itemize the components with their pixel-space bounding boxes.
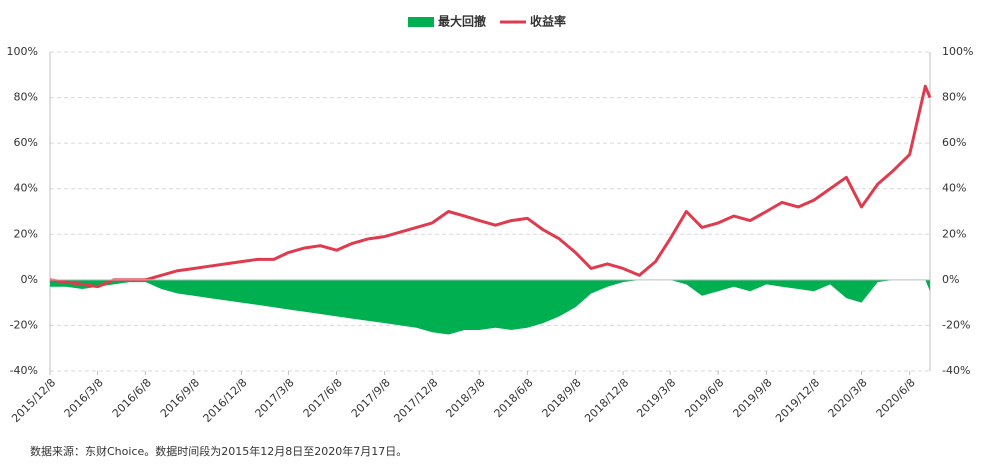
y-tick-label: 0% xyxy=(21,273,38,286)
y-tick-label: 40% xyxy=(14,182,38,195)
legend-label: 收益率 xyxy=(530,14,566,29)
y-tick-label: -20% xyxy=(10,318,38,331)
y2-tick-label: 0% xyxy=(942,273,959,286)
footnote: 数据来源：东财Choice。数据时间段为2015年12月8日至2020年7月17… xyxy=(30,444,407,458)
y-tick-label: 60% xyxy=(14,136,38,149)
x-tick-label: 2015/12/8 xyxy=(9,376,58,425)
x-tick-label: 2018/9/8 xyxy=(540,376,584,420)
x-tick-label: 2020/3/8 xyxy=(826,376,870,420)
y-tick-label: 20% xyxy=(14,227,38,240)
legend-swatch xyxy=(408,17,434,27)
x-tick-label: 2016/6/8 xyxy=(110,376,154,420)
x-tick-label: 2019/9/8 xyxy=(730,376,774,420)
x-tick-label: 2019/3/8 xyxy=(634,376,678,420)
return-line xyxy=(49,84,932,289)
x-tick-label: 2018/3/8 xyxy=(443,376,487,420)
x-tick-label: 2016/9/8 xyxy=(158,376,202,420)
x-tick-label: 2017/12/8 xyxy=(391,376,440,425)
x-tick-label: 2020/6/8 xyxy=(874,376,918,420)
x-tick-label: 2016/3/8 xyxy=(62,376,106,420)
x-tick-label: 2017/3/8 xyxy=(253,376,297,420)
x-tick-label: 2019/6/8 xyxy=(682,376,726,420)
x-tick-label: 2017/9/8 xyxy=(349,376,393,420)
y-tick-label: 80% xyxy=(14,91,38,104)
x-tick-label: 2019/12/8 xyxy=(773,376,822,425)
y2-tick-label: 60% xyxy=(942,136,966,149)
y2-tick-label: 20% xyxy=(942,227,966,240)
y-tick-label: -40% xyxy=(10,364,38,377)
y2-tick-label: -20% xyxy=(942,318,970,331)
x-tick-label: 2018/12/8 xyxy=(582,376,631,425)
y2-tick-label: -40% xyxy=(942,364,970,377)
x-tick-label: 2016/12/8 xyxy=(201,376,250,425)
y2-tick-label: 80% xyxy=(942,91,966,104)
drawdown-area xyxy=(50,279,930,335)
y2-tick-label: 40% xyxy=(942,182,966,195)
x-tick-label: 2017/6/8 xyxy=(301,376,345,420)
y-tick-label: 100% xyxy=(7,45,38,58)
legend-label: 最大回撤 xyxy=(438,14,486,29)
x-tick-label: 2018/6/8 xyxy=(492,376,536,420)
y2-tick-label: 100% xyxy=(942,45,973,58)
